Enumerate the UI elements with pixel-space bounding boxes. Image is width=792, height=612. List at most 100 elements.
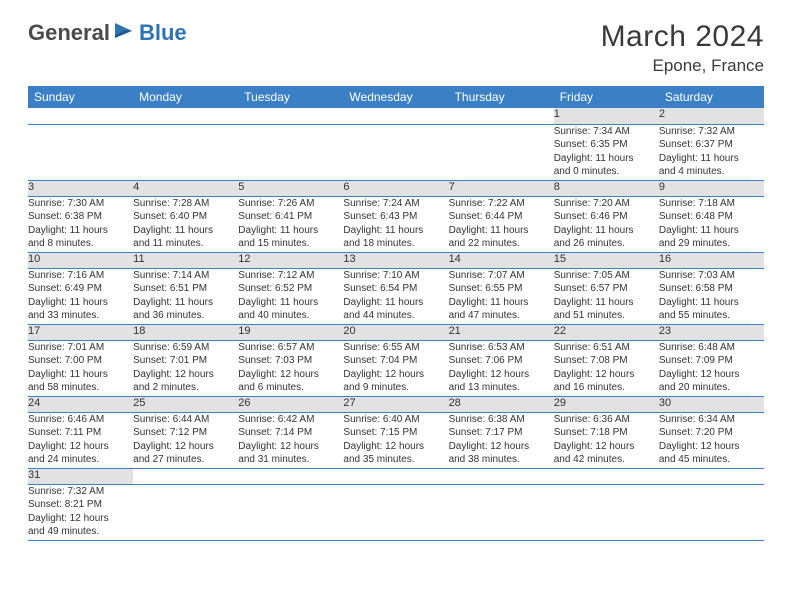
sunrise-text: Sunrise: 6:36 AM: [554, 413, 659, 427]
sunrise-text: Sunrise: 6:59 AM: [133, 341, 238, 355]
day-content-cell: Sunrise: 6:38 AMSunset: 7:17 PMDaylight:…: [449, 412, 554, 468]
sunrise-text: Sunrise: 7:18 AM: [659, 197, 764, 211]
day-number-cell: [133, 468, 238, 484]
sunrise-text: Sunrise: 7:28 AM: [133, 197, 238, 211]
day-number-cell: 26: [238, 396, 343, 412]
day-number-cell: 30: [659, 396, 764, 412]
sunrise-text: Sunrise: 7:34 AM: [554, 125, 659, 139]
day-number-cell: 28: [449, 396, 554, 412]
day-number-cell: 21: [449, 324, 554, 340]
day-number-cell: 5: [238, 180, 343, 196]
sunset-text: Sunset: 7:14 PM: [238, 426, 343, 440]
daylight-text-1: Daylight: 11 hours: [449, 224, 554, 238]
content-row: Sunrise: 7:16 AMSunset: 6:49 PMDaylight:…: [28, 268, 764, 324]
sunrise-text: Sunrise: 6:48 AM: [659, 341, 764, 355]
day-number-cell: 14: [449, 252, 554, 268]
sunset-text: Sunset: 7:03 PM: [238, 354, 343, 368]
sunrise-text: Sunrise: 7:32 AM: [28, 485, 133, 499]
sunset-text: Sunset: 7:17 PM: [449, 426, 554, 440]
day-number-cell: 9: [659, 180, 764, 196]
daylight-text-2: and 18 minutes.: [343, 237, 448, 251]
day-content-cell: [28, 124, 133, 180]
day-content-cell: Sunrise: 6:36 AMSunset: 7:18 PMDaylight:…: [554, 412, 659, 468]
day-content-cell: [554, 484, 659, 540]
sunrise-text: Sunrise: 7:20 AM: [554, 197, 659, 211]
content-row: Sunrise: 7:30 AMSunset: 6:38 PMDaylight:…: [28, 196, 764, 252]
daylight-text-2: and 13 minutes.: [449, 381, 554, 395]
calendar-body: 12Sunrise: 7:34 AMSunset: 6:35 PMDayligh…: [28, 108, 764, 540]
day-content-cell: Sunrise: 7:16 AMSunset: 6:49 PMDaylight:…: [28, 268, 133, 324]
sunset-text: Sunset: 6:51 PM: [133, 282, 238, 296]
sunrise-text: Sunrise: 6:40 AM: [343, 413, 448, 427]
day-number-cell: 17: [28, 324, 133, 340]
sunrise-text: Sunrise: 6:53 AM: [449, 341, 554, 355]
daylight-text-1: Daylight: 11 hours: [343, 296, 448, 310]
day-number-cell: 3: [28, 180, 133, 196]
location: Epone, France: [601, 56, 764, 76]
daynum-row: 31: [28, 468, 764, 484]
daylight-text-1: Daylight: 12 hours: [659, 440, 764, 454]
day-number-cell: 8: [554, 180, 659, 196]
day-number-cell: 2: [659, 108, 764, 124]
sunset-text: Sunset: 6:52 PM: [238, 282, 343, 296]
day-number-cell: [659, 468, 764, 484]
sunset-text: Sunset: 7:04 PM: [343, 354, 448, 368]
logo-text-blue: Blue: [139, 20, 187, 46]
day-number-cell: [343, 468, 448, 484]
day-content-cell: [449, 124, 554, 180]
month-title: March 2024: [601, 20, 764, 54]
content-row: Sunrise: 7:01 AMSunset: 7:00 PMDaylight:…: [28, 340, 764, 396]
daylight-text-2: and 24 minutes.: [28, 453, 133, 467]
daynum-row: 12: [28, 108, 764, 124]
day-header: Friday: [554, 86, 659, 108]
daylight-text-1: Daylight: 11 hours: [554, 152, 659, 166]
daylight-text-1: Daylight: 12 hours: [554, 368, 659, 382]
day-number-cell: 16: [659, 252, 764, 268]
daylight-text-2: and 4 minutes.: [659, 165, 764, 179]
day-content-cell: Sunrise: 7:18 AMSunset: 6:48 PMDaylight:…: [659, 196, 764, 252]
day-header: Monday: [133, 86, 238, 108]
sunset-text: Sunset: 6:57 PM: [554, 282, 659, 296]
day-content-cell: Sunrise: 6:44 AMSunset: 7:12 PMDaylight:…: [133, 412, 238, 468]
daylight-text-1: Daylight: 12 hours: [133, 368, 238, 382]
daylight-text-2: and 11 minutes.: [133, 237, 238, 251]
day-header: Tuesday: [238, 86, 343, 108]
day-content-cell: Sunrise: 7:03 AMSunset: 6:58 PMDaylight:…: [659, 268, 764, 324]
daylight-text-1: Daylight: 12 hours: [554, 440, 659, 454]
title-block: March 2024 Epone, France: [601, 20, 764, 76]
day-content-cell: Sunrise: 7:12 AMSunset: 6:52 PMDaylight:…: [238, 268, 343, 324]
daylight-text-1: Daylight: 11 hours: [28, 224, 133, 238]
sunrise-text: Sunrise: 6:46 AM: [28, 413, 133, 427]
daylight-text-2: and 47 minutes.: [449, 309, 554, 323]
day-number-cell: [238, 108, 343, 124]
day-number-cell: 7: [449, 180, 554, 196]
sunrise-text: Sunrise: 6:34 AM: [659, 413, 764, 427]
sunset-text: Sunset: 6:40 PM: [133, 210, 238, 224]
day-number-cell: [238, 468, 343, 484]
day-content-cell: [133, 124, 238, 180]
sunset-text: Sunset: 7:15 PM: [343, 426, 448, 440]
sunset-text: Sunset: 6:46 PM: [554, 210, 659, 224]
sunrise-text: Sunrise: 7:22 AM: [449, 197, 554, 211]
day-number-cell: 19: [238, 324, 343, 340]
daylight-text-2: and 8 minutes.: [28, 237, 133, 251]
daylight-text-2: and 51 minutes.: [554, 309, 659, 323]
day-number-cell: 10: [28, 252, 133, 268]
sunrise-text: Sunrise: 7:32 AM: [659, 125, 764, 139]
sunset-text: Sunset: 7:01 PM: [133, 354, 238, 368]
daylight-text-2: and 6 minutes.: [238, 381, 343, 395]
daylight-text-1: Daylight: 11 hours: [659, 296, 764, 310]
sunrise-text: Sunrise: 7:10 AM: [343, 269, 448, 283]
logo-text-general: General: [28, 20, 110, 46]
sunset-text: Sunset: 8:21 PM: [28, 498, 133, 512]
daylight-text-2: and 38 minutes.: [449, 453, 554, 467]
daylight-text-1: Daylight: 12 hours: [449, 368, 554, 382]
day-content-cell: Sunrise: 7:05 AMSunset: 6:57 PMDaylight:…: [554, 268, 659, 324]
day-content-cell: Sunrise: 7:34 AMSunset: 6:35 PMDaylight:…: [554, 124, 659, 180]
day-content-cell: Sunrise: 6:48 AMSunset: 7:09 PMDaylight:…: [659, 340, 764, 396]
day-number-cell: 6: [343, 180, 448, 196]
daylight-text-2: and 49 minutes.: [28, 525, 133, 539]
sunset-text: Sunset: 7:18 PM: [554, 426, 659, 440]
day-number-cell: 4: [133, 180, 238, 196]
day-content-cell: Sunrise: 6:53 AMSunset: 7:06 PMDaylight:…: [449, 340, 554, 396]
